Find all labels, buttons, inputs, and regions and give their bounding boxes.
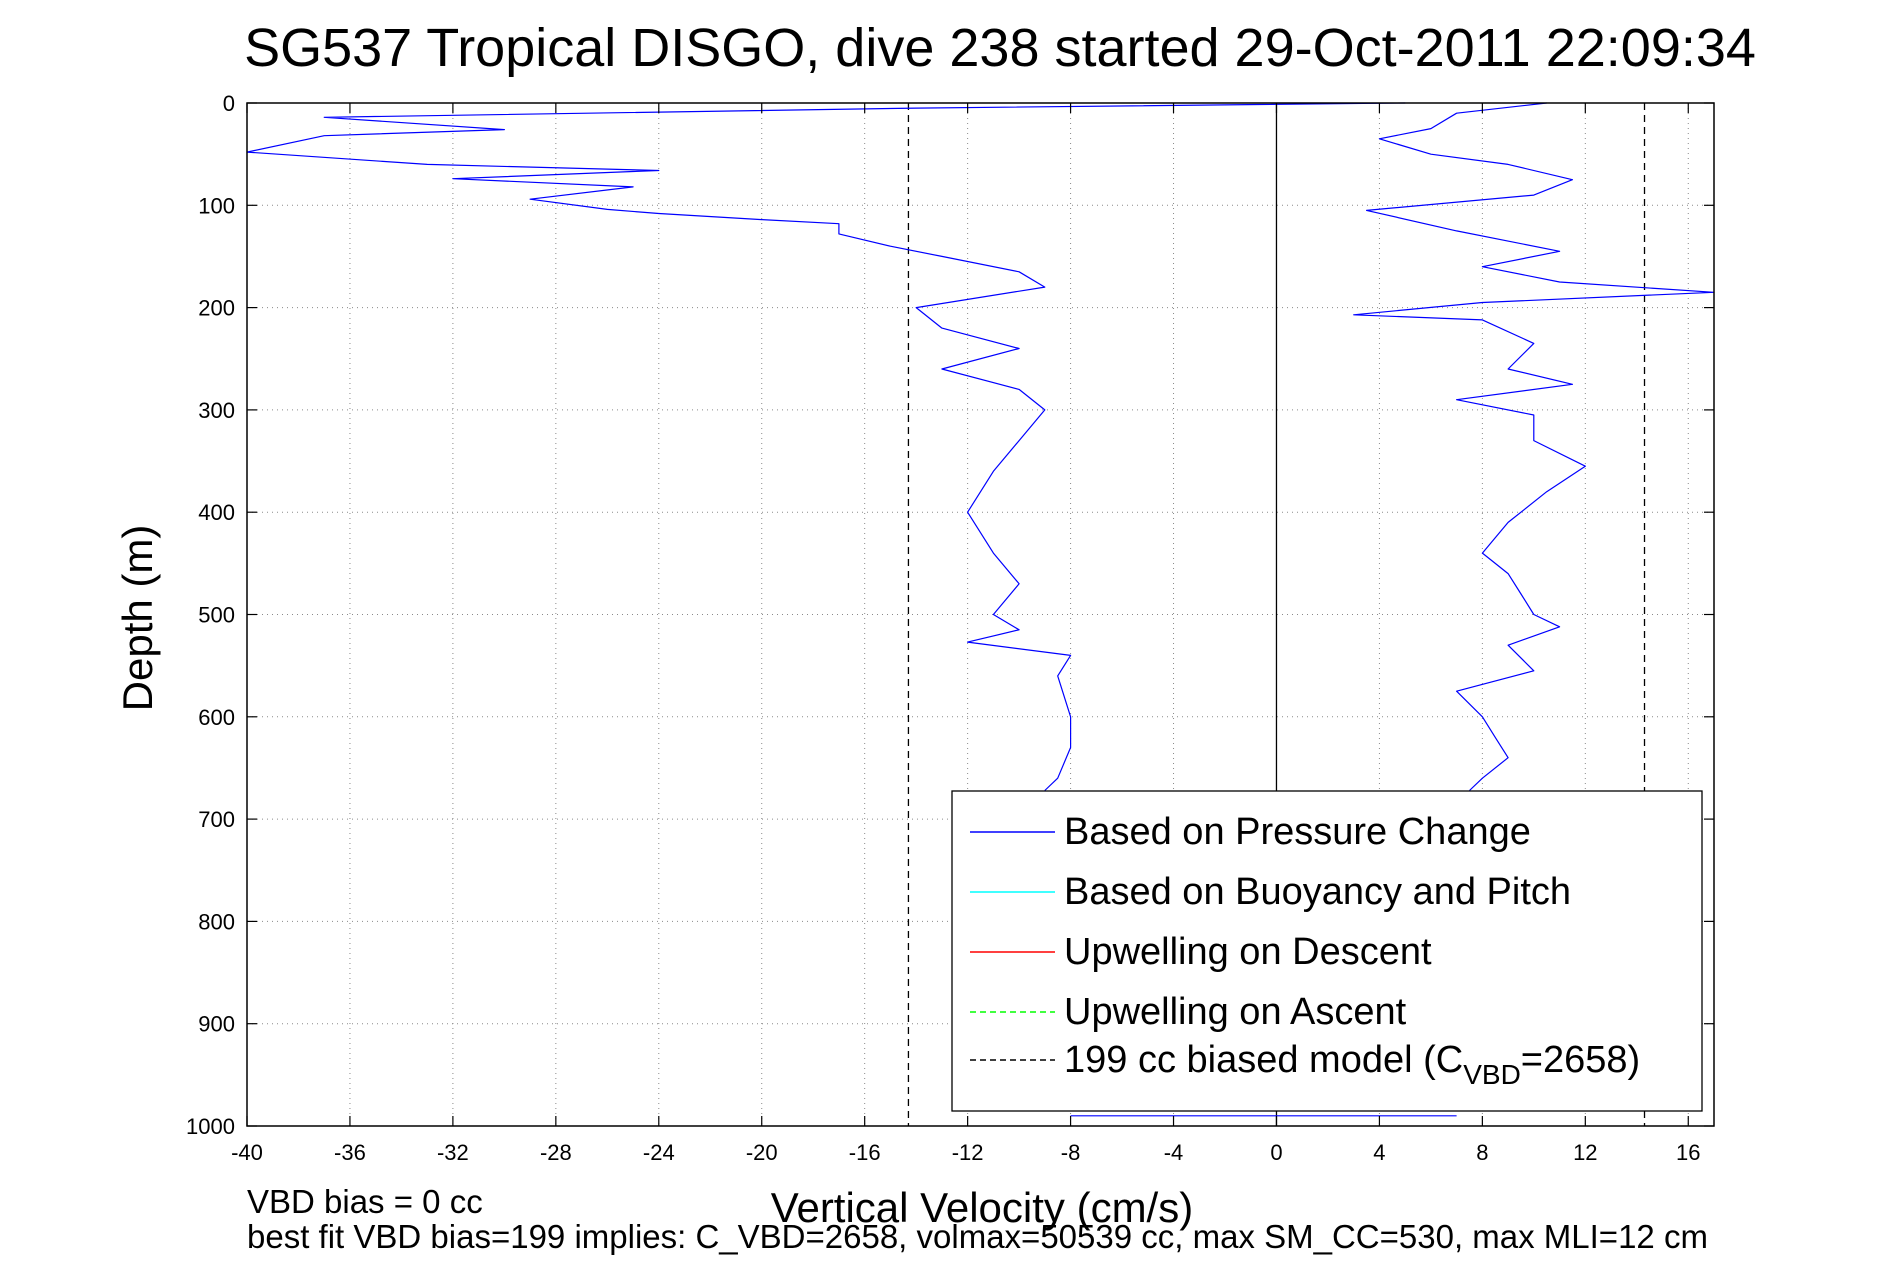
series-line-0 — [246, 102, 1406, 791]
legend-box — [951, 790, 1703, 1112]
series-line-1 — [1353, 102, 1715, 791]
x-tick-label: -12 — [952, 1140, 984, 1165]
x-tick-label: -28 — [540, 1140, 572, 1165]
x-tick-label: -40 — [231, 1140, 263, 1165]
y-tick-label: 900 — [198, 1012, 235, 1037]
y-tick-label: 300 — [198, 398, 235, 423]
y-tick-label: 400 — [198, 500, 235, 525]
x-tick-label: -36 — [334, 1140, 366, 1165]
legend: Based on Pressure Change Based on Buoyanc… — [951, 790, 1703, 1112]
x-tick-label: -20 — [746, 1140, 778, 1165]
x-tick-label: 0 — [1270, 1140, 1282, 1165]
legend-label-3: Upwelling on Ascent — [1064, 991, 1407, 1033]
x-axis-label: Vertical Velocity (cm/s) — [771, 1184, 1193, 1231]
y-axis-label: Depth (m) — [114, 525, 161, 712]
legend-label-4: 199 cc biased model (CVBD=2658) — [1064, 1039, 1640, 1090]
footer-best-fit: best fit VBD bias=199 implies: C_VBD=265… — [247, 1218, 1708, 1255]
x-tick-label: -4 — [1164, 1140, 1184, 1165]
legend-label-1: Based on Buoyancy and Pitch — [1064, 871, 1571, 913]
y-tick-label: 800 — [198, 909, 235, 934]
series-group — [246, 102, 1715, 1117]
y-tick-label: 0 — [223, 91, 235, 116]
x-tick-label: 8 — [1476, 1140, 1488, 1165]
y-tick-label: 100 — [198, 193, 235, 218]
x-tick-label: -24 — [643, 1140, 675, 1165]
y-tick-label: 500 — [198, 603, 235, 628]
y-tick-label: 600 — [198, 705, 235, 730]
x-tick-label: -8 — [1061, 1140, 1081, 1165]
y-tick-label: 200 — [198, 296, 235, 321]
legend-label-0: Based on Pressure Change — [1064, 811, 1531, 853]
footer-vbd-bias: VBD bias = 0 cc — [247, 1183, 483, 1220]
y-tick-label: 700 — [198, 807, 235, 832]
y-tick-label: 1000 — [186, 1114, 235, 1139]
x-tick-label: 12 — [1573, 1140, 1597, 1165]
x-tick-label: 4 — [1373, 1140, 1385, 1165]
y-axis: 0 100 200 300 400 500 600 700 800 900 1000 — [186, 91, 1714, 1139]
chart-title: SG537 Tropical DISGO, dive 238 started 2… — [244, 18, 1756, 78]
x-tick-label: -32 — [437, 1140, 469, 1165]
x-tick-label: -16 — [849, 1140, 881, 1165]
x-tick-label: 16 — [1676, 1140, 1700, 1165]
x-axis: -40 -36 -32 -28 -24 -20 -16 -12 -8 -4 0 4 8 12 16 — [231, 103, 1701, 1165]
legend-label-2: Upwelling on Descent — [1064, 931, 1432, 973]
